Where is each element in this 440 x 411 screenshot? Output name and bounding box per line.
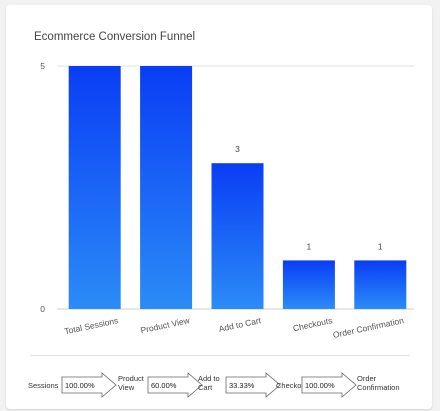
y-tick-label: 5 (40, 61, 45, 71)
funnel-step-label: Add to Cart (198, 374, 220, 392)
x-tick-label: Total Sessions (63, 315, 119, 336)
bar[interactable] (282, 260, 335, 309)
chart-title: Ecommerce Conversion Funnel (34, 31, 196, 43)
bar[interactable] (68, 66, 121, 309)
funnel-arrow (301, 372, 357, 398)
funnel-step-pct: 60.00% (151, 381, 177, 390)
bar[interactable] (211, 163, 264, 309)
x-tick-label: Add to Cart (218, 315, 263, 334)
data-label: 1 (307, 241, 312, 251)
funnel-arrow (147, 372, 203, 398)
x-tick-label: Order Confirmation (332, 315, 405, 340)
funnel-step-pct: 100.00% (65, 381, 95, 390)
bar[interactable] (354, 260, 407, 309)
x-tick-label: Product View (140, 315, 192, 335)
x-tick-label: Checkouts (292, 315, 333, 333)
funnel-step-label: Checkouts (276, 381, 312, 390)
funnel-step-pct: 33.33% (229, 381, 255, 390)
y-tick-label: 0 (40, 304, 45, 314)
funnel-arrow (225, 372, 281, 398)
data-label: 1 (378, 241, 383, 251)
funnel-step-label: Order Confirmation (357, 374, 400, 392)
funnel-step-label: Sessions (28, 381, 59, 390)
data-label: 3 (235, 144, 240, 154)
funnel-divider (30, 355, 410, 356)
funnel-step-label: Product View (118, 374, 145, 392)
funnel-step-pct: 100.00% (305, 381, 335, 390)
funnel-arrow (61, 372, 117, 398)
bar[interactable] (140, 66, 193, 309)
